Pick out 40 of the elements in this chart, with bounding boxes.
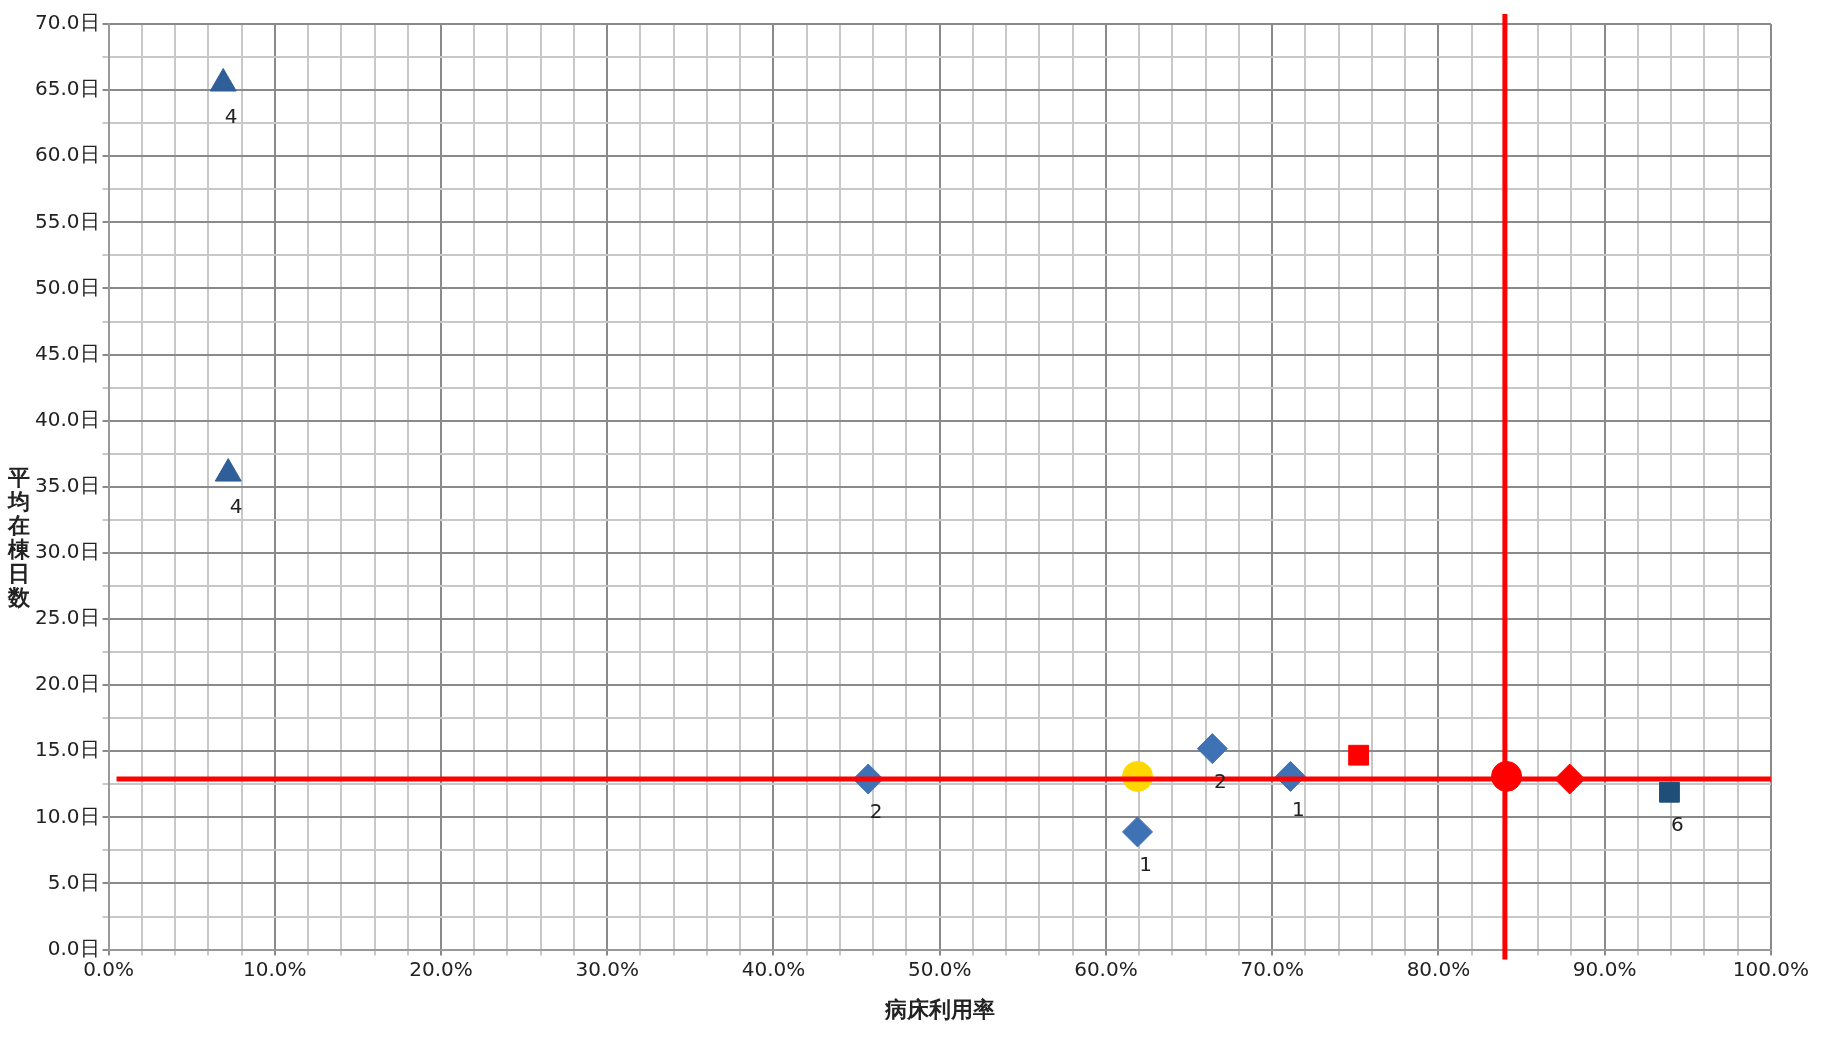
y-tick-label: 65.0日 [35, 76, 100, 101]
x-tick-label: 50.0% [907, 956, 972, 981]
y-tick-label: 10.0日 [35, 803, 100, 828]
y-tick-label: 40.0日 [35, 406, 100, 431]
x-tick-label: 90.0% [1572, 956, 1637, 981]
point [1348, 744, 1370, 766]
y-tick-label: 60.0日 [35, 142, 100, 167]
x-tick-label: 40.0% [741, 956, 806, 981]
y-tick-label: 25.0日 [35, 605, 100, 630]
y-tick-label: 45.0日 [35, 340, 100, 365]
y-tick-label: 35.0日 [35, 473, 100, 497]
x-axis-title: 病床利用率 [883, 996, 995, 1022]
x-tick-label: 30.0% [575, 956, 640, 981]
x-tick-label: 20.0% [409, 956, 473, 981]
annotation: 2 [1213, 768, 1227, 793]
point [214, 458, 242, 482]
x-tick-label: 60.0% [1074, 956, 1138, 981]
y-tick-label: 30.0日 [35, 539, 100, 564]
y-tick-label: 50.0日 [35, 274, 100, 299]
annotation: 4 [229, 493, 243, 518]
annotation: 4 [224, 103, 238, 128]
y-tick-label: 5.0日 [47, 869, 100, 894]
point [1122, 816, 1154, 848]
point [1659, 781, 1680, 803]
x-tick-label: 10.0% [242, 956, 307, 981]
x-tick-label: 70.0% [1240, 956, 1304, 981]
x-tick-label: 80.0% [1406, 956, 1471, 981]
y-tick-label: 0.0日 [47, 935, 100, 960]
point [1196, 733, 1228, 765]
point [209, 68, 237, 92]
y-tick-label: 55.0日 [35, 208, 100, 233]
x-tick-label: 100.0% [1732, 956, 1809, 981]
y-tick-label: 20.0日 [35, 671, 100, 696]
annotation: 6 [1671, 812, 1684, 837]
annotation: 1 [1292, 796, 1305, 821]
y-tick-label: 15.0日 [35, 737, 100, 762]
y-tick-label: 70.0日 [35, 10, 100, 35]
annotation: 2 [869, 799, 883, 824]
y-axis-title: 平均在棟日数 [8, 465, 31, 610]
annotation: 1 [1139, 852, 1152, 877]
